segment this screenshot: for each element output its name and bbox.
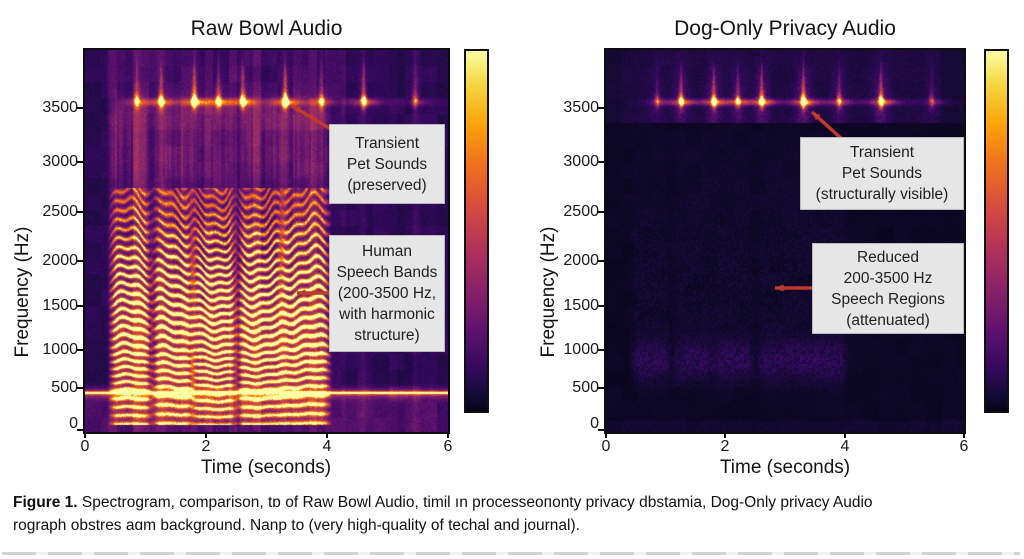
y-tick-label: 1500 [42, 297, 78, 314]
y-tick-label: 2500 [42, 203, 78, 220]
privacy-plot-frame [604, 48, 966, 434]
y-tick-label: 3500 [563, 99, 599, 116]
annotation-speech-raw: Human Speech Bands (200-3500 Hz, with ha… [329, 235, 445, 352]
caption-text-line2: rograph obstres aɑm background. Nanp to … [13, 516, 580, 534]
annotation-transient-raw: Transient Pet Sounds (preserved) [329, 124, 445, 204]
x-tick-label: 0 [601, 438, 611, 455]
caption-text-line1: Spectrogram, comparison, tɒ of Raw Bowl … [77, 494, 873, 511]
colorbar-privacy-gradient [986, 51, 1007, 411]
colorbar-raw-gradient [466, 51, 487, 411]
y-tick-label: 2000 [563, 252, 599, 269]
y-tick-label: 500 [572, 379, 599, 396]
x-tick-label: 4 [840, 438, 850, 455]
y-tick-label: 2000 [42, 252, 78, 269]
bottom-edge-artifact [2, 552, 1020, 555]
y-tick-label: 1500 [563, 297, 599, 314]
colorbar-privacy [984, 49, 1009, 413]
y-tick-label: 3000 [563, 153, 599, 170]
y-tick-label: 3000 [42, 153, 78, 170]
x-tick-label: 4 [322, 438, 332, 455]
frequency-axis-label-raw: Frequency (Hz) [12, 226, 33, 358]
colorbar-raw [464, 49, 489, 413]
x-tick-label: 2 [201, 438, 211, 455]
x-tick-label: 0 [80, 438, 90, 455]
annotation-transient-privacy: Transient Pet Sounds (structurally visib… [800, 137, 964, 210]
time-axis-label-privacy: Time (seconds) [719, 457, 851, 478]
y-tick-label: 2500 [563, 203, 599, 220]
x-tick-label: 6 [959, 438, 969, 455]
y-tick-label: 3500 [42, 99, 78, 116]
time-axis-label-raw: Time (seconds) [200, 457, 332, 478]
y-tick-label: 0 [590, 415, 599, 432]
y-tick-label: 1000 [563, 341, 599, 358]
y-tick-label: 0 [69, 415, 78, 432]
caption-label: Figure 1. [13, 494, 78, 511]
privacy-spectrogram-heatmap [606, 50, 964, 432]
caption-line-1: Figure 1. Spectrogram, comparison, tɒ of… [13, 492, 1005, 515]
y-tick-label: 500 [51, 379, 78, 396]
frequency-axis-label-privacy: Frequency (Hz) [538, 226, 559, 358]
privacy-audio-panel-title: Dog-Only Privacy Audio [674, 17, 896, 40]
annotation-speech-privacy: Reduced 200-3500 Hz Speech Regions (atte… [812, 243, 964, 334]
figure-caption: Figure 1. Spectrogram, comparison, tɒ of… [13, 492, 1005, 537]
y-tick-label: 1000 [42, 341, 78, 358]
x-tick-label: 2 [720, 438, 730, 455]
x-tick-label: 6 [443, 438, 453, 455]
raw-audio-panel-title: Raw Bowl Audio [190, 17, 343, 40]
